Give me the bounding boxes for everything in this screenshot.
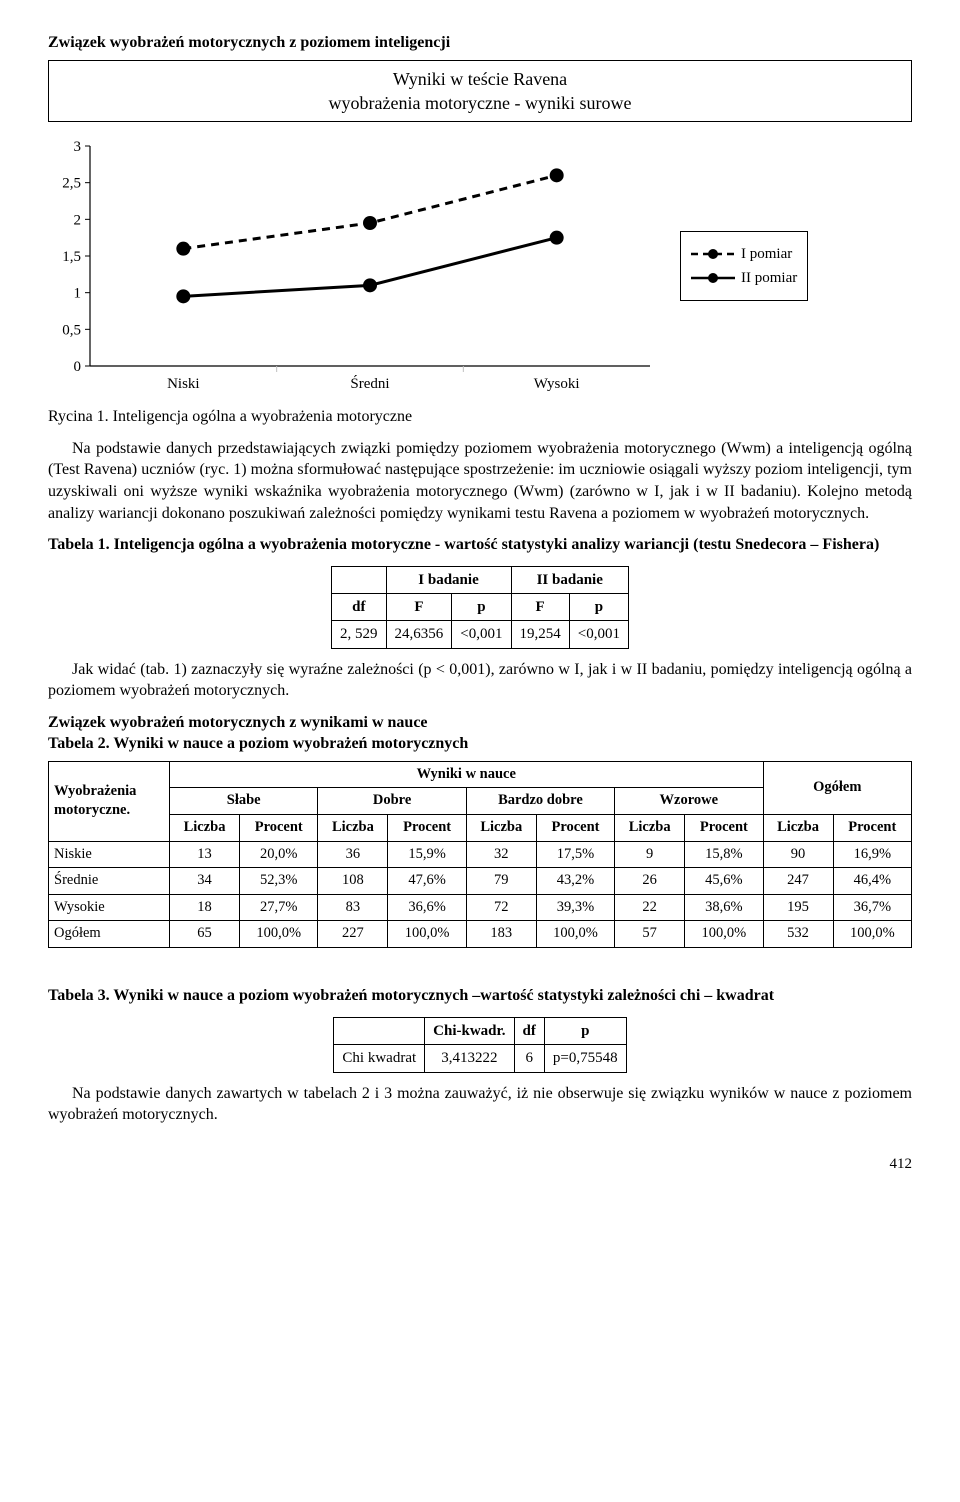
- table-1: I badanieII badaniedfFpFp2, 52924,6356<0…: [331, 566, 629, 649]
- paragraph-3: Na podstawie danych zawartych w tabelach…: [48, 1083, 912, 1126]
- svg-text:Niski: Niski: [167, 376, 200, 392]
- chart-wrap: 0 0,5 1 1,5 2 2,5 3 Niski Średni Wysoki I pomiar …: [48, 136, 912, 396]
- chart-title-box: Wyniki w teście Ravena wyobrażenia motor…: [48, 60, 912, 123]
- legend-item-1: I pomiar: [691, 244, 797, 264]
- legend-item-2: II pomiar: [691, 268, 797, 288]
- svg-text:3: 3: [74, 139, 82, 155]
- table-2: Wyobrażenia motoryczne.Wyniki w nauceOgó…: [48, 761, 912, 948]
- legend-label-2: II pomiar: [741, 268, 797, 288]
- table-3: Chi-kwadr.dfpChi kwadrat3,4132226p=0,755…: [333, 1017, 626, 1073]
- svg-text:Średni: Średni: [350, 375, 389, 392]
- figure-1-caption: Rycina 1. Inteligencja ogólna a wyobraże…: [48, 406, 912, 428]
- paragraph-1: Na podstawie danych przedstawiających zw…: [48, 438, 912, 524]
- svg-text:2: 2: [74, 213, 82, 229]
- section-2-heading: Związek wyobrażeń motorycznych z wynikam…: [48, 712, 912, 734]
- section-1-heading: Związek wyobrażeń motorycznych z poziome…: [48, 32, 912, 54]
- table-2-caption: Tabela 2. Wyniki w nauce a poziom wyobra…: [48, 733, 912, 755]
- chart-legend: I pomiar II pomiar: [680, 231, 808, 302]
- svg-text:2,5: 2,5: [62, 176, 81, 192]
- svg-text:0: 0: [74, 359, 82, 375]
- svg-text:1: 1: [74, 286, 82, 302]
- table-1-caption: Tabela 1. Inteligencja ogólna a wyobraże…: [48, 534, 912, 556]
- chart-title-line1: Wyniki w teście Ravena: [59, 67, 901, 91]
- page-number: 412: [48, 1154, 912, 1174]
- legend-label-1: I pomiar: [741, 244, 792, 264]
- chart-title-line2: wyobrażenia motoryczne - wyniki surowe: [59, 91, 901, 115]
- svg-text:Wysoki: Wysoki: [534, 376, 580, 392]
- svg-text:0,5: 0,5: [62, 323, 81, 339]
- table-3-caption: Tabela 3. Wyniki w nauce a poziom wyobra…: [48, 985, 912, 1007]
- line-chart: 0 0,5 1 1,5 2 2,5 3 Niski Średni Wysoki: [48, 136, 662, 396]
- svg-text:1,5: 1,5: [62, 249, 81, 265]
- paragraph-2: Jak widać (tab. 1) zaznaczyły się wyraźn…: [48, 659, 912, 702]
